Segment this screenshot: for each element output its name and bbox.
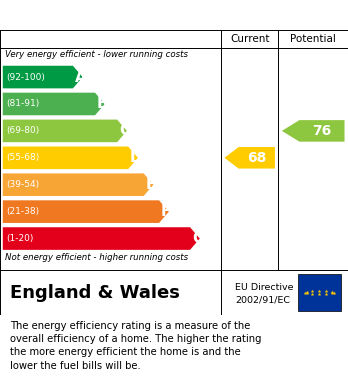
Text: The energy efficiency rating is a measure of the
overall efficiency of a home. T: The energy efficiency rating is a measur… bbox=[10, 321, 262, 371]
Polygon shape bbox=[3, 66, 83, 88]
Polygon shape bbox=[3, 147, 138, 169]
Text: B: B bbox=[97, 97, 108, 111]
Polygon shape bbox=[224, 147, 275, 169]
Polygon shape bbox=[3, 200, 169, 223]
Text: (69-80): (69-80) bbox=[6, 126, 40, 135]
Text: (92-100): (92-100) bbox=[6, 73, 45, 82]
Text: 2002/91/EC: 2002/91/EC bbox=[235, 296, 290, 305]
Text: (21-38): (21-38) bbox=[6, 207, 39, 216]
Polygon shape bbox=[3, 174, 153, 196]
Text: C: C bbox=[119, 124, 130, 138]
Text: E: E bbox=[145, 177, 156, 192]
FancyBboxPatch shape bbox=[298, 274, 341, 311]
Text: D: D bbox=[130, 150, 143, 165]
Text: G: G bbox=[192, 231, 204, 246]
Text: (81-91): (81-91) bbox=[6, 99, 40, 108]
Text: Current: Current bbox=[230, 34, 269, 44]
Text: 68: 68 bbox=[247, 151, 267, 165]
Text: Energy Efficiency Rating: Energy Efficiency Rating bbox=[10, 7, 221, 23]
Text: F: F bbox=[161, 204, 171, 219]
Text: Potential: Potential bbox=[290, 34, 336, 44]
Text: England & Wales: England & Wales bbox=[10, 283, 180, 301]
Text: A: A bbox=[75, 70, 86, 84]
Text: (1-20): (1-20) bbox=[6, 234, 34, 243]
Text: (39-54): (39-54) bbox=[6, 180, 39, 189]
Text: (55-68): (55-68) bbox=[6, 153, 40, 162]
Text: Not energy efficient - higher running costs: Not energy efficient - higher running co… bbox=[5, 253, 188, 262]
Polygon shape bbox=[3, 227, 200, 250]
Text: Very energy efficient - lower running costs: Very energy efficient - lower running co… bbox=[5, 50, 188, 59]
Text: EU Directive: EU Directive bbox=[235, 283, 293, 292]
Polygon shape bbox=[282, 120, 345, 142]
Text: 76: 76 bbox=[313, 124, 332, 138]
Polygon shape bbox=[3, 93, 105, 115]
Polygon shape bbox=[3, 120, 127, 142]
